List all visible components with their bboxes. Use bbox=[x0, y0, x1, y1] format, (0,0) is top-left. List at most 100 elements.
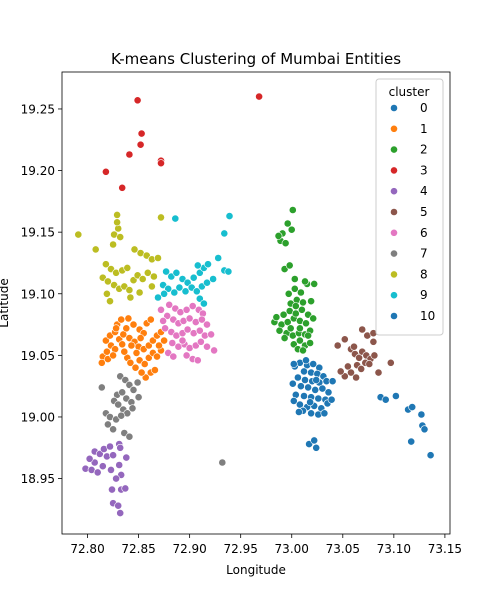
point-cluster-7-7 bbox=[118, 388, 127, 397]
point-cluster-1-46 bbox=[160, 336, 168, 345]
series-3 bbox=[102, 92, 263, 192]
x-axis-ticks: 72.80 72.85 72.90 72.95 73.00 73.05 73.10 73.15 bbox=[70, 534, 462, 556]
point-cluster-6-19 bbox=[183, 325, 192, 334]
point-cluster-5-23 bbox=[386, 358, 395, 367]
point-cluster-3-3 bbox=[125, 150, 134, 159]
series-6 bbox=[157, 300, 218, 365]
point-cluster-2-43 bbox=[272, 313, 281, 322]
point-cluster-6-3 bbox=[182, 305, 191, 314]
point-cluster-8-20 bbox=[104, 277, 112, 286]
point-cluster-2-20 bbox=[306, 339, 314, 347]
point-cluster-3-7 bbox=[118, 183, 127, 192]
point-cluster-8-18 bbox=[123, 263, 132, 272]
point-cluster-5-22 bbox=[374, 368, 383, 377]
point-cluster-2-15 bbox=[297, 305, 306, 314]
point-cluster-0-45 bbox=[420, 425, 429, 434]
point-cluster-3-1 bbox=[137, 129, 146, 138]
point-cluster-0-5 bbox=[300, 367, 308, 376]
point-cluster-5-14 bbox=[347, 368, 355, 377]
point-cluster-3-0 bbox=[133, 96, 142, 105]
x-tick-label: 73.05 bbox=[326, 542, 360, 556]
legend-label: 3 bbox=[420, 163, 428, 177]
point-cluster-0-48 bbox=[328, 377, 337, 386]
point-cluster-2-27 bbox=[296, 288, 305, 297]
legend-label: 9 bbox=[420, 288, 428, 302]
legend-box bbox=[375, 78, 444, 336]
point-cluster-2-6 bbox=[275, 326, 284, 335]
point-cluster-6-23 bbox=[168, 339, 177, 347]
point-cluster-5-21 bbox=[369, 337, 378, 346]
point-cluster-0-9 bbox=[293, 373, 302, 382]
point-cluster-6-14 bbox=[203, 320, 211, 329]
point-cluster-3-8 bbox=[255, 92, 263, 101]
legend-label: 7 bbox=[420, 247, 428, 261]
point-cluster-1-26 bbox=[126, 358, 135, 367]
point-cluster-8-31 bbox=[106, 297, 114, 306]
series-2 bbox=[270, 206, 319, 355]
point-cluster-4-24 bbox=[112, 474, 120, 483]
y-tick-label: 19.05 bbox=[21, 349, 55, 363]
point-cluster-7-11 bbox=[114, 400, 123, 409]
point-cluster-7-14 bbox=[128, 404, 137, 413]
point-cluster-2-44 bbox=[280, 334, 289, 342]
point-cluster-9-24 bbox=[224, 267, 233, 276]
point-cluster-4-11 bbox=[116, 443, 125, 452]
point-cluster-0-43 bbox=[417, 410, 426, 419]
point-cluster-6-35 bbox=[210, 346, 218, 355]
point-cluster-8-29 bbox=[149, 272, 158, 281]
legend-label: 2 bbox=[420, 143, 428, 157]
point-cluster-2-25 bbox=[284, 289, 293, 298]
legend-marker bbox=[390, 249, 398, 258]
point-cluster-2-42 bbox=[309, 314, 318, 323]
point-cluster-0-18 bbox=[318, 384, 327, 393]
legend-marker bbox=[390, 145, 398, 154]
point-cluster-1-44 bbox=[136, 334, 145, 342]
point-cluster-4-12 bbox=[122, 453, 131, 462]
point-cluster-8-28 bbox=[143, 268, 152, 277]
point-cluster-2-31 bbox=[285, 261, 294, 270]
point-cluster-6-13 bbox=[197, 315, 206, 324]
point-cluster-8-30 bbox=[103, 289, 111, 298]
point-cluster-7-20 bbox=[109, 425, 117, 434]
point-cluster-0-47 bbox=[426, 451, 435, 460]
legend-marker bbox=[390, 208, 398, 216]
point-cluster-4-22 bbox=[85, 454, 94, 463]
point-cluster-3-2 bbox=[136, 140, 145, 149]
point-cluster-0-21 bbox=[300, 392, 308, 400]
point-cluster-6-37 bbox=[159, 316, 167, 325]
point-cluster-9-22 bbox=[199, 299, 208, 308]
point-cluster-1-1 bbox=[103, 347, 111, 356]
point-cluster-4-16 bbox=[108, 485, 116, 494]
point-cluster-0-39 bbox=[381, 395, 390, 404]
point-cluster-6-34 bbox=[193, 356, 202, 365]
series-1 bbox=[97, 314, 168, 382]
point-cluster-6-28 bbox=[196, 337, 205, 346]
legend-entry-3: 3 bbox=[390, 163, 428, 177]
point-cluster-8-1 bbox=[91, 245, 100, 254]
point-cluster-2-41 bbox=[307, 297, 315, 306]
point-cluster-6-11 bbox=[185, 314, 194, 323]
y-tick-label: 19.20 bbox=[21, 164, 55, 178]
point-cluster-0-17 bbox=[311, 385, 320, 394]
x-tick-label: 72.90 bbox=[172, 542, 206, 556]
point-cluster-9-8 bbox=[204, 260, 212, 269]
point-cluster-6-7 bbox=[163, 311, 172, 320]
series-0 bbox=[288, 358, 435, 460]
point-cluster-6-39 bbox=[178, 336, 187, 345]
point-cluster-4-13 bbox=[115, 461, 124, 469]
point-cluster-2-49 bbox=[299, 346, 307, 355]
point-cluster-2-5 bbox=[302, 319, 310, 328]
point-cluster-2-39 bbox=[290, 275, 299, 283]
legend-marker bbox=[390, 291, 398, 300]
point-cluster-2-47 bbox=[286, 324, 295, 333]
point-cluster-0-16 bbox=[304, 383, 312, 392]
plot-area bbox=[74, 92, 435, 517]
point-cluster-2-12 bbox=[279, 310, 288, 319]
point-cluster-2-37 bbox=[288, 206, 297, 214]
y-tick-label: 19.00 bbox=[21, 410, 55, 424]
point-cluster-9-19 bbox=[154, 293, 162, 302]
point-cluster-9-13 bbox=[181, 287, 190, 296]
point-cluster-1-8 bbox=[119, 330, 128, 339]
point-cluster-0-23 bbox=[314, 394, 323, 403]
point-cluster-0-25 bbox=[295, 400, 304, 409]
